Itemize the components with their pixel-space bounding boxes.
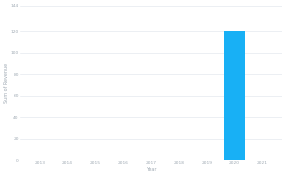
Y-axis label: Sum of Revenue: Sum of Revenue bbox=[4, 63, 9, 103]
X-axis label: Year: Year bbox=[146, 167, 156, 172]
Bar bbox=[224, 31, 245, 160]
